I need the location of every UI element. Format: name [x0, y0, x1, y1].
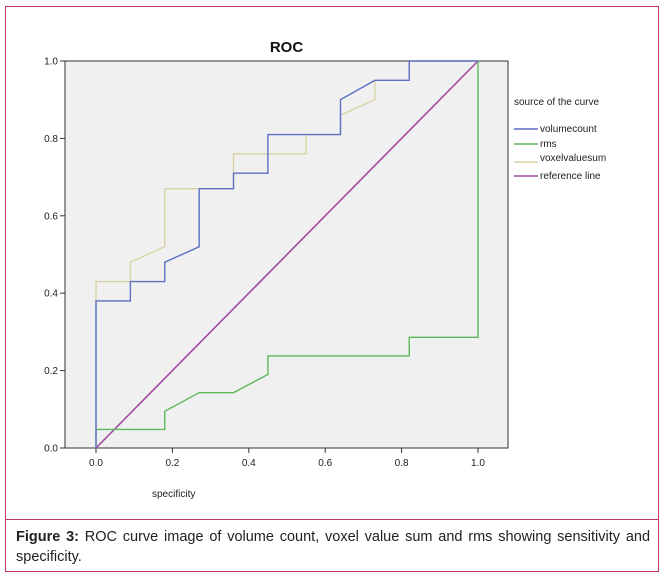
series-line-volumecount	[95, 60, 478, 448]
y-tick-label: 0.4	[44, 289, 58, 300]
series-layer	[95, 60, 479, 449]
y-tick-label: 0.0	[44, 444, 58, 455]
x-tick-label: 0.2	[165, 458, 179, 469]
caption-label: Figure 3:	[16, 529, 79, 545]
x-axis: 0.0 0.2 0.4 0.6 0.8 1.0	[89, 448, 485, 469]
caption-divider	[5, 519, 659, 520]
y-axis: 0.0 0.2 0.4 0.6 0.8 1.0	[44, 57, 65, 455]
x-tick-label: 0.0	[89, 458, 103, 469]
legend-label-reference-line: reference line	[540, 171, 601, 182]
roc-chart: 0.0 0.2 0.4 0.6 0.8 1.0 0.0 0.2 0.4 0.6 0.8 1.0 RO…	[44, 39, 606, 500]
legend: source of the curve volumecount rms voxelv…	[514, 97, 606, 182]
x-axis-label: specificity	[152, 489, 195, 500]
figure-caption: Figure 3: ROC curve image of volume coun…	[16, 527, 650, 567]
legend-label-voxelvaluesum: voxelvaluesum	[540, 153, 606, 164]
x-tick-label: 1.0	[471, 458, 485, 469]
series-line-reference-line	[95, 60, 479, 449]
figure-frame	[5, 6, 659, 572]
y-tick-label: 0.8	[44, 134, 58, 145]
legend-title: source of the curve	[514, 97, 599, 108]
y-tick-label: 0.6	[44, 211, 58, 222]
legend-label-volumecount: volumecount	[540, 124, 597, 135]
y-tick-label: 1.0	[44, 57, 58, 68]
chart-title: ROC	[270, 39, 304, 56]
plot-area	[64, 60, 509, 449]
caption-text: ROC curve image of volume count, voxel v…	[16, 529, 651, 565]
x-tick-label: 0.6	[318, 458, 332, 469]
legend-label-rms: rms	[540, 139, 557, 150]
y-tick-label: 0.2	[44, 366, 58, 377]
x-tick-label: 0.8	[395, 458, 409, 469]
x-tick-label: 0.4	[242, 458, 256, 469]
series-line-rms	[95, 61, 479, 448]
